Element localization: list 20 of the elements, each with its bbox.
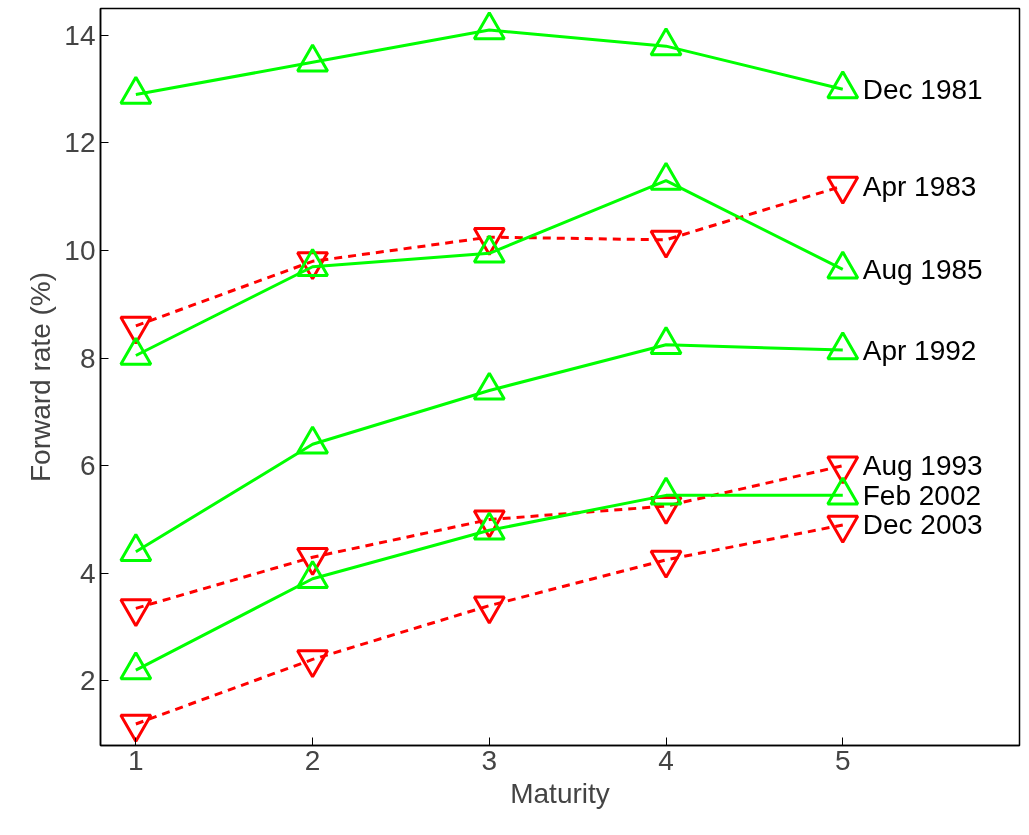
- series-label: Dec 1981: [862, 73, 983, 105]
- x-tick-label: 5: [834, 744, 851, 776]
- y-axis-title: Forward rate (%): [25, 271, 57, 483]
- series-label: Aug 1993: [862, 450, 983, 482]
- x-tick-label: 1: [128, 744, 144, 776]
- series-label: Dec 2003: [862, 509, 983, 541]
- y-tick-label: 10: [64, 235, 96, 267]
- y-tick-label: 14: [64, 19, 96, 51]
- series-label: Apr 1983: [862, 170, 977, 202]
- x-axis-title: Maturity: [510, 777, 610, 809]
- y-tick-label: 6: [79, 450, 96, 482]
- series-label: Aug 1985: [862, 253, 983, 285]
- y-tick-label: 12: [64, 127, 96, 159]
- series-label: Apr 1992: [862, 334, 977, 366]
- y-tick-label: 4: [79, 557, 96, 589]
- y-tick-label: 8: [79, 342, 96, 374]
- x-tick-label: 3: [481, 744, 498, 776]
- x-tick-label: 2: [304, 744, 321, 776]
- x-tick-label: 4: [658, 744, 674, 776]
- y-tick-label: 2: [79, 665, 96, 697]
